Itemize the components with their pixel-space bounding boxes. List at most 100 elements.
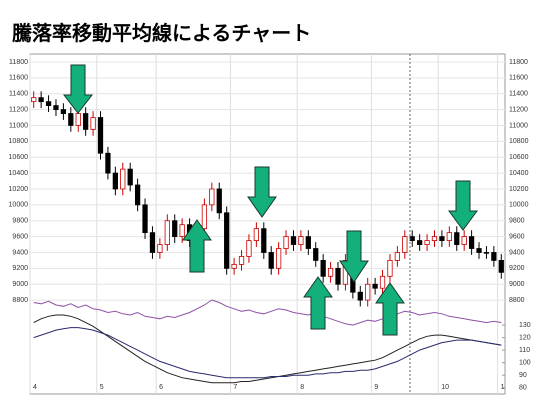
series-line: [33, 299, 502, 326]
y-tick-label: 11000: [9, 122, 28, 129]
candle-body: [142, 204, 148, 234]
y-tick-label: 10400: [9, 170, 29, 177]
arrows: [62, 64, 478, 336]
candle-body: [112, 172, 118, 190]
candle-body: [216, 188, 222, 214]
candle-body: [491, 252, 497, 261]
candle-body: [446, 232, 452, 241]
x-tick-label: 6: [159, 384, 163, 391]
candle-body: [305, 236, 311, 249]
y-tick-label-right: 9400: [509, 249, 525, 256]
y-tick-label-right: 9000: [509, 281, 525, 288]
candle-body: [127, 168, 133, 186]
candle-body: [327, 267, 334, 277]
y-tick-label-right: 11200: [509, 106, 528, 113]
candle-body: [53, 105, 59, 110]
candle-body: [31, 97, 37, 103]
y-tick-label: 10800: [9, 138, 29, 145]
arrow-up: [182, 219, 212, 273]
candle-body: [365, 283, 371, 301]
candle-body: [157, 244, 163, 253]
candle-body: [468, 236, 475, 249]
y-tick-label: 90: [519, 372, 527, 379]
candle-body: [68, 113, 74, 126]
y-tick-label: 10600: [9, 154, 29, 161]
chart-title: 騰落率移動平均線によるチャート: [12, 21, 311, 45]
candle-body: [261, 228, 267, 253]
x-tick-label: 10: [441, 384, 449, 391]
y-tick-label-right: 10800: [509, 138, 529, 145]
y-tick-label: 80: [519, 385, 527, 392]
candle-body: [90, 117, 96, 130]
arrow-up: [375, 282, 405, 336]
x-tick-label: 9: [374, 384, 378, 391]
plot-frame: [29, 53, 506, 395]
y-tick-label: 9400: [12, 249, 28, 256]
y-tick-label: 9600: [12, 233, 28, 240]
candle-body: [498, 260, 504, 273]
candle-body: [268, 252, 274, 269]
candle-body: [231, 263, 237, 269]
candle-body: [402, 236, 408, 253]
y-tick-label: 9000: [12, 281, 28, 288]
y-tick-label: 9800: [12, 218, 28, 225]
y-tick-label-right: 11400: [509, 91, 528, 98]
y-tick-label: 9200: [12, 265, 28, 272]
candle-body: [357, 291, 363, 301]
candle-body: [172, 220, 178, 238]
x-tick-label: 7: [233, 384, 237, 391]
arrow-up: [303, 276, 333, 330]
candle-body: [283, 236, 289, 249]
candle-body: [387, 260, 393, 277]
candle-body: [75, 113, 81, 126]
candle-body: [246, 240, 252, 257]
candle-body: [209, 188, 215, 206]
candle-body: [409, 236, 415, 241]
candle-body: [298, 236, 304, 245]
y-tick-label: 10000: [9, 202, 29, 209]
candle-body: [179, 224, 185, 238]
y-tick-label: 11600: [9, 75, 28, 82]
x-tick-label: 8: [300, 384, 304, 391]
candle-body: [379, 275, 386, 289]
y-tick-label: 11400: [9, 91, 28, 98]
candle-body: [439, 236, 445, 241]
y-tick-label: 11800: [9, 59, 28, 66]
candle-body: [164, 220, 170, 245]
candle-body: [83, 113, 89, 130]
candle-body: [461, 236, 467, 245]
candle-body: [105, 152, 111, 174]
y-tick-label-right: 8800: [509, 297, 525, 304]
x-tick-label: 5: [100, 384, 104, 391]
candle-body: [335, 267, 341, 285]
candle-body: [424, 240, 430, 245]
candle-body: [276, 248, 282, 269]
y-tick-label: 120: [519, 334, 531, 341]
y-tick-label-right: 9800: [509, 218, 525, 225]
candle-body: [454, 232, 460, 245]
y-tick-label-right: 10000: [509, 202, 529, 209]
y-tick-label-right: 9600: [509, 233, 525, 240]
y-tick-label: 10200: [9, 186, 29, 193]
y-tick-label: 110: [519, 347, 530, 354]
candle-body: [431, 236, 438, 241]
y-tick-label: 11200: [9, 106, 28, 113]
candle-body: [134, 184, 141, 206]
y-tick-label-right: 10600: [509, 154, 529, 161]
series-line: [33, 314, 502, 384]
x-tick-label: 4: [33, 384, 37, 391]
candle-body: [45, 101, 52, 107]
candle-body: [372, 283, 378, 289]
series-line: [33, 327, 502, 379]
y-tick-label: 100: [519, 360, 531, 367]
plot: 4567891018800880090009000920092009400940…: [9, 54, 531, 394]
candle-body: [224, 212, 230, 269]
candle-body: [149, 232, 156, 253]
y-tick-label: 130: [519, 322, 531, 329]
candle-body: [201, 204, 208, 230]
arrow-down: [339, 230, 369, 283]
y-tick-label-right: 10400: [509, 170, 529, 177]
candle-body: [417, 240, 423, 245]
y-tick-label-right: 11000: [509, 122, 528, 129]
